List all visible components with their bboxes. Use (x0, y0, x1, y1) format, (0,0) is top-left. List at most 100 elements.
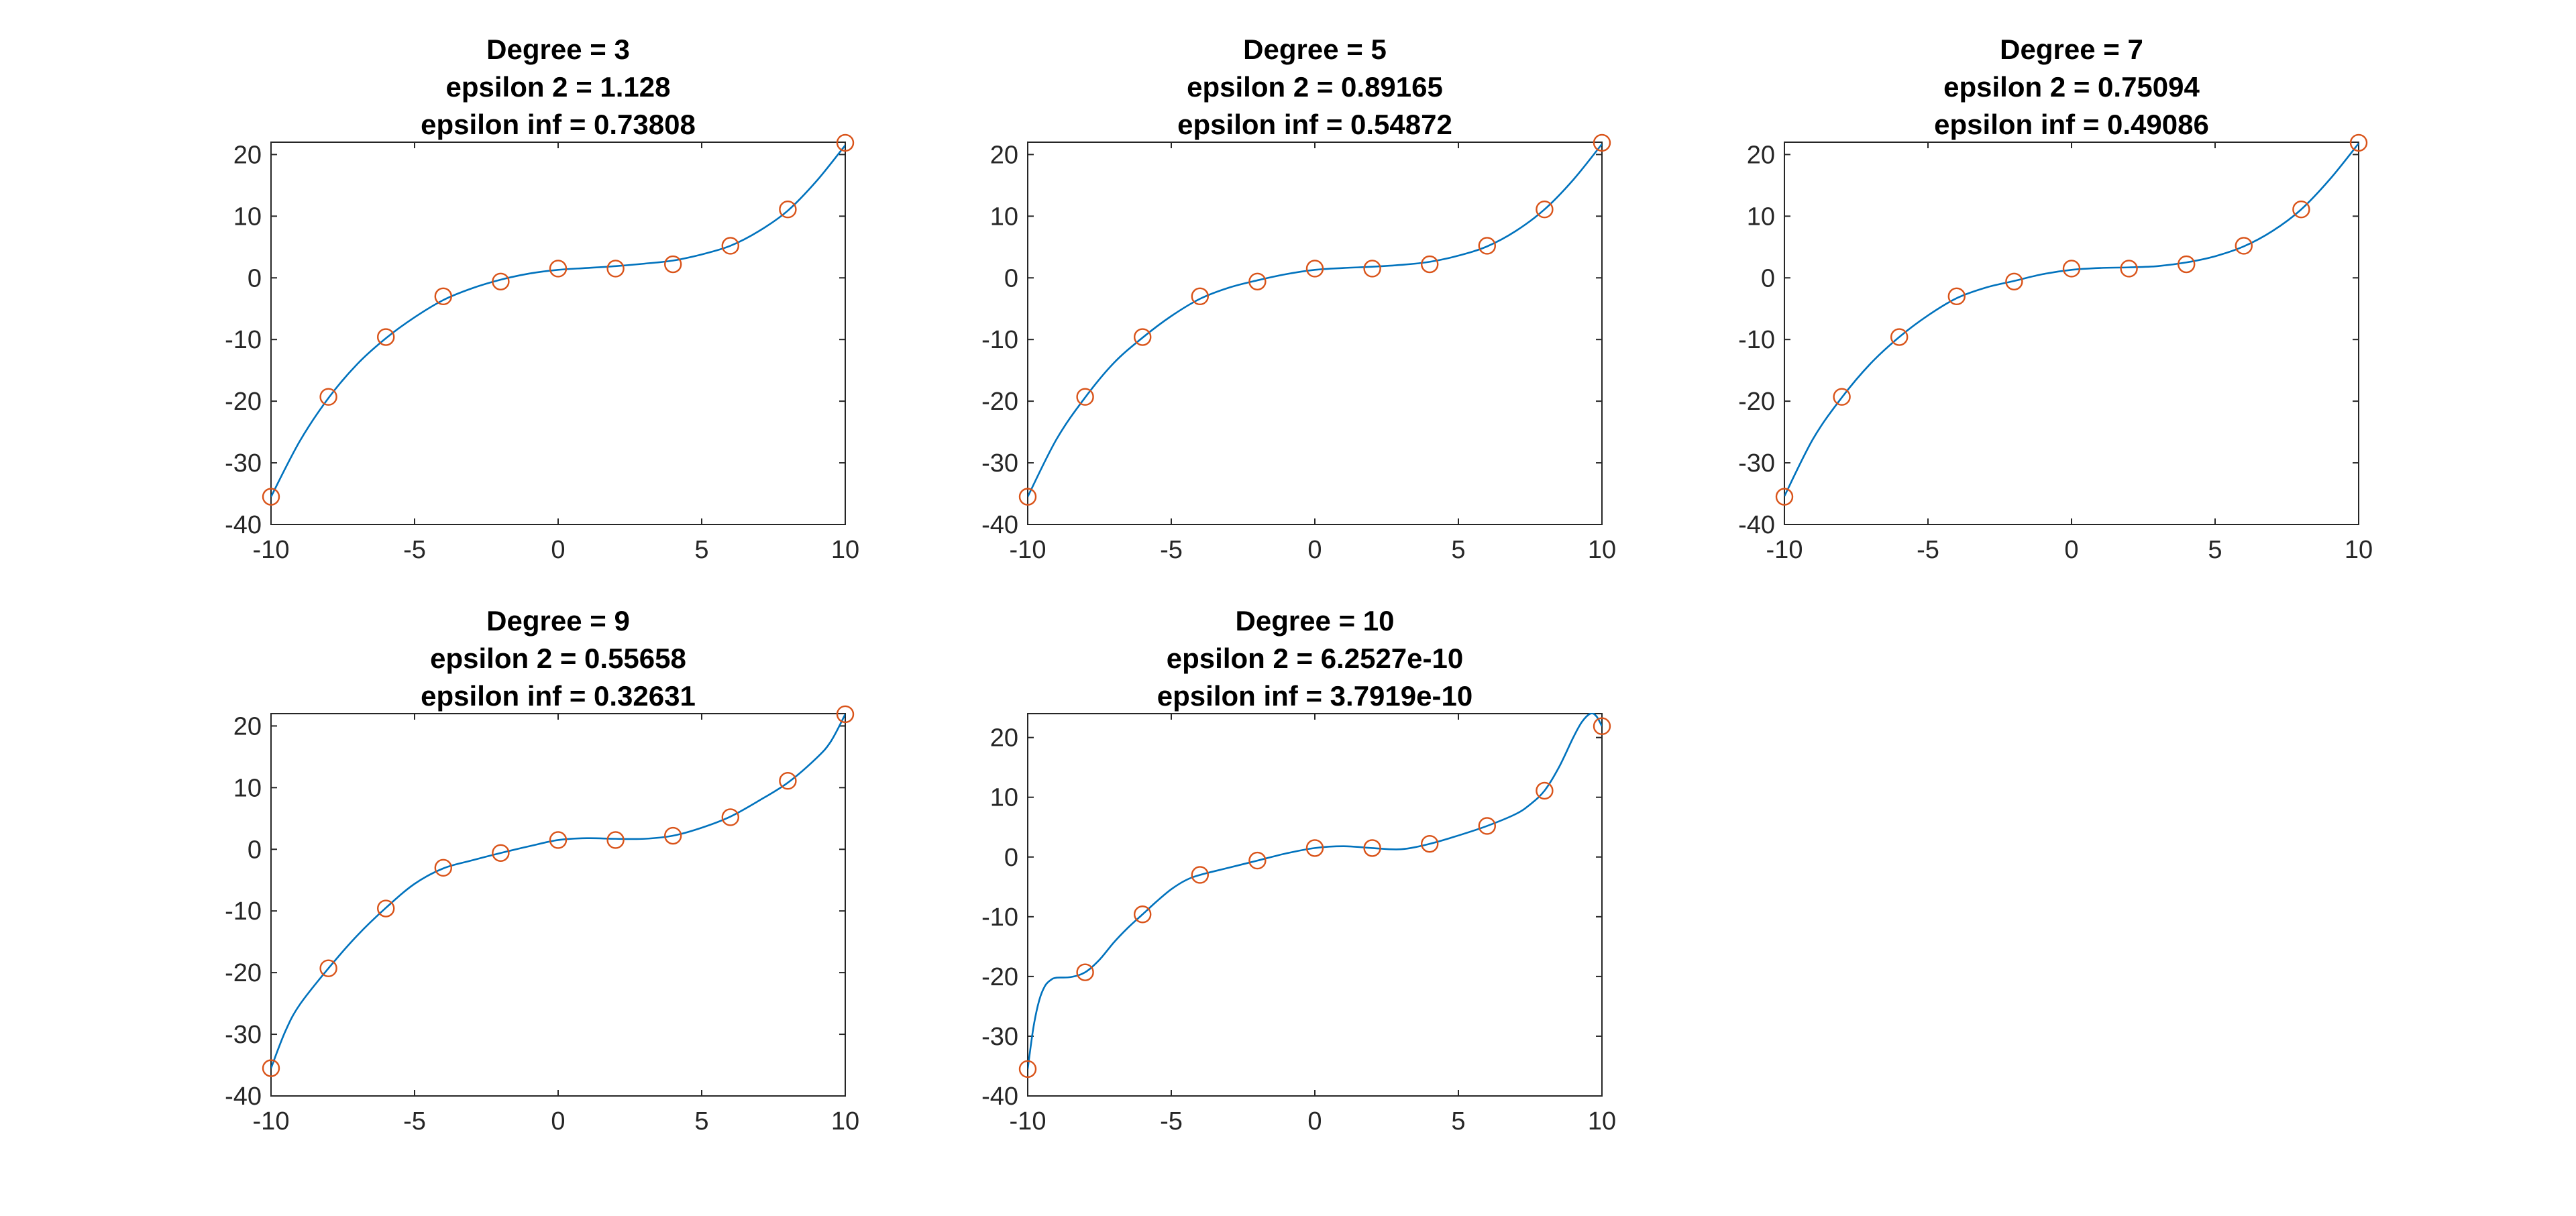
data-marker (779, 772, 797, 790)
fit-curve (1028, 143, 1602, 498)
data-marker (262, 488, 280, 506)
data-marker (377, 328, 395, 346)
title-line-3: epsilon inf = 0.49086 (1934, 109, 2209, 140)
x-tick-label: 10 (831, 536, 859, 564)
x-tick-label: -10 (1010, 1107, 1046, 1136)
data-marker (1593, 717, 1611, 735)
x-tick-label: 0 (1307, 1107, 1322, 1136)
y-tick-label: -20 (981, 388, 1018, 416)
data-marker (1248, 272, 1267, 290)
y-tick-label: 0 (1761, 264, 1775, 292)
subplot-5: Degree = 10 epsilon 2 = 6.2527e-10 epsilon… (981, 605, 1616, 1136)
data-marker (1478, 237, 1497, 255)
y-tick-label: -30 (1738, 449, 1775, 478)
x-tick-label: 5 (694, 536, 708, 564)
axes-box (1027, 713, 1603, 1097)
y-tick-label: -30 (225, 449, 262, 478)
x-tick-label: 10 (2345, 536, 2373, 564)
x-tick-label: 0 (2064, 536, 2078, 564)
y-tick-label: 10 (990, 784, 1018, 812)
subplot-1: Degree = 3 epsilon 2 = 1.128 epsilon inf =… (225, 34, 859, 564)
data-marker (1890, 328, 1909, 346)
y-tick-label: 20 (233, 141, 262, 169)
y-tick-label: -30 (981, 1023, 1018, 1051)
data-marker (1018, 1060, 1037, 1079)
x-tick-label: 5 (2208, 536, 2222, 564)
data-marker (1833, 388, 1851, 406)
axes-box (1027, 142, 1603, 525)
axes-box (270, 713, 846, 1097)
x-tick-label: -5 (1160, 536, 1183, 564)
data-marker (664, 255, 682, 274)
y-tick-label: 20 (990, 141, 1018, 169)
data-marker (836, 705, 855, 724)
y-tick-label: -10 (981, 326, 1018, 354)
data-marker (721, 237, 740, 255)
data-marker (664, 826, 682, 845)
title-line-1: Degree = 3 (486, 34, 630, 65)
y-tick-label: 20 (1747, 141, 1775, 169)
title-line-3: epsilon inf = 3.7919e-10 (1157, 680, 1472, 712)
data-marker (1420, 834, 1439, 853)
data-marker (1305, 839, 1324, 857)
y-tick-label: -20 (225, 388, 262, 416)
data-marker (492, 844, 510, 862)
data-marker (606, 260, 625, 278)
title-line-1: Degree = 10 (1236, 605, 1395, 637)
x-tick-label: 10 (1588, 536, 1616, 564)
fit-curve (271, 714, 845, 1069)
subplot-4: Degree = 9 epsilon 2 = 0.55658 epsilon inf… (225, 605, 859, 1136)
x-tick-label: 5 (694, 1107, 708, 1136)
y-tick-label: -30 (225, 1021, 262, 1049)
y-tick-label: 10 (990, 203, 1018, 231)
x-tick-label: -10 (1010, 536, 1046, 564)
y-tick-label: -20 (981, 963, 1018, 991)
y-tick-label: -10 (225, 897, 262, 926)
y-tick-label: 0 (1004, 844, 1018, 872)
data-marker (1363, 260, 1381, 278)
y-tick-label: -40 (225, 511, 262, 539)
data-marker (262, 1059, 280, 1077)
y-tick-label: -20 (1738, 388, 1775, 416)
x-tick-label: 0 (551, 536, 565, 564)
x-tick-label: -10 (253, 536, 290, 564)
data-marker (377, 899, 395, 918)
data-marker (1478, 817, 1497, 835)
y-tick-label: -20 (225, 959, 262, 987)
data-marker (1248, 851, 1267, 870)
data-marker (319, 959, 337, 977)
x-tick-label: -5 (403, 1107, 426, 1136)
y-tick-label: 20 (990, 724, 1018, 753)
data-marker (492, 272, 510, 290)
data-marker (319, 388, 337, 406)
y-tick-label: 0 (248, 836, 262, 864)
data-marker (1133, 328, 1152, 346)
data-marker (2062, 260, 2081, 278)
y-tick-label: 0 (248, 264, 262, 292)
data-marker (2120, 260, 2138, 278)
data-marker (721, 808, 740, 826)
data-marker (1363, 839, 1381, 857)
title-line-2: epsilon 2 = 1.128 (445, 71, 670, 103)
data-marker (606, 831, 625, 849)
data-marker (779, 201, 797, 219)
data-marker (1947, 287, 1966, 306)
x-tick-label: 10 (831, 1107, 859, 1136)
y-tick-label: -30 (981, 449, 1018, 478)
title-line-2: epsilon 2 = 0.75094 (1943, 71, 2200, 103)
data-marker (1018, 488, 1037, 506)
x-tick-label: 5 (1451, 1107, 1465, 1136)
data-marker (1420, 255, 1439, 274)
x-tick-label: -5 (1917, 536, 1939, 564)
x-tick-label: 10 (1588, 1107, 1616, 1136)
title-line-3: epsilon inf = 0.73808 (421, 109, 696, 140)
data-marker (2235, 237, 2253, 255)
axes-box (1784, 142, 2359, 525)
data-marker (1191, 287, 1210, 306)
data-marker (2292, 201, 2310, 219)
data-marker (1076, 388, 1094, 406)
axes-box (270, 142, 846, 525)
title-line-1: Degree = 9 (486, 605, 630, 637)
data-marker (2005, 272, 2023, 290)
